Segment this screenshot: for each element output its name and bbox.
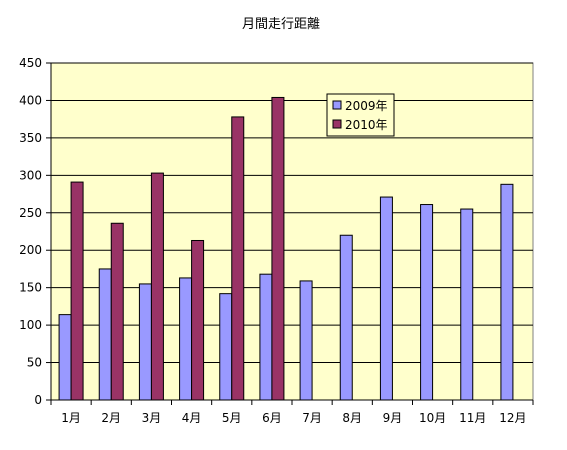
bar — [150, 172, 164, 401]
y-tick-label: 250 — [19, 206, 42, 220]
x-tick-label: 11月 — [459, 411, 486, 425]
x-tick-label: 12月 — [499, 411, 526, 425]
y-tick-label: 350 — [19, 131, 42, 145]
y-tick-label: 200 — [19, 243, 42, 257]
bar — [420, 204, 434, 401]
chart-title: 月間走行距離 — [242, 17, 320, 32]
legend-swatch — [332, 119, 342, 129]
legend: 2009年 2010年 — [326, 93, 395, 137]
bar — [179, 277, 193, 401]
legend-label: 2010年 — [345, 118, 388, 132]
bar — [110, 222, 124, 401]
y-tick-label: 100 — [19, 318, 42, 332]
bar — [191, 239, 205, 401]
bar — [58, 314, 72, 401]
bar — [98, 268, 112, 401]
x-tick-label: 5月 — [222, 411, 242, 425]
y-tick-label: 450 — [19, 56, 42, 70]
bar — [231, 116, 245, 401]
x-tick-label: 1月 — [61, 411, 81, 425]
x-tick-label: 7月 — [302, 411, 322, 425]
x-tick-label: 8月 — [342, 411, 362, 425]
bar — [138, 283, 152, 401]
x-tick-label: 10月 — [419, 411, 446, 425]
y-tick-label: 50 — [27, 356, 42, 370]
y-tick-label: 400 — [19, 93, 42, 107]
bar — [219, 293, 233, 401]
bar — [271, 96, 285, 401]
bar — [70, 181, 84, 401]
y-tick-label: 150 — [19, 281, 42, 295]
y-tick-label: 0 — [34, 393, 42, 407]
legend-label: 2009年 — [345, 99, 388, 113]
x-tick-label: 6月 — [262, 411, 282, 425]
x-tick-label: 4月 — [182, 411, 202, 425]
x-tick-label: 9月 — [383, 411, 403, 425]
bar — [500, 183, 514, 401]
x-tick-label: 2月 — [101, 411, 121, 425]
bar — [339, 234, 353, 401]
legend-swatch — [332, 100, 342, 110]
bar — [259, 273, 273, 401]
bar — [379, 196, 393, 401]
x-tick-label: 3月 — [142, 411, 162, 425]
bar — [460, 208, 474, 401]
plot-area — [50, 62, 534, 401]
bar — [299, 280, 313, 401]
y-tick-label: 300 — [19, 168, 42, 182]
